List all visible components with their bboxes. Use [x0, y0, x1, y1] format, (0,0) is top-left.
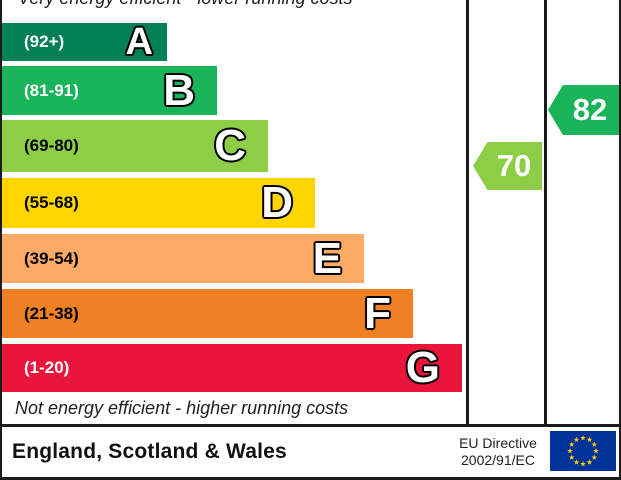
- band-f: (21-38) F: [2, 289, 413, 338]
- band-d: (55-68) D: [2, 178, 315, 228]
- band-c-range-label: (69-80): [24, 136, 79, 155]
- band-e-letter: E: [312, 233, 342, 283]
- potential-rating-arrow: 82: [548, 85, 619, 135]
- band-f-letter: F: [364, 288, 391, 338]
- footer-divider: [2, 424, 619, 427]
- top-caption: Very energy efficient - lower running co…: [18, 0, 353, 9]
- band-e: (39-54) E: [2, 234, 364, 283]
- band-c: (69-80) C: [2, 120, 268, 172]
- band-e-range-label: (39-54): [24, 248, 79, 268]
- potential-column-divider: [544, 0, 547, 427]
- current-column-divider: [466, 0, 469, 427]
- band-b-letter: B: [163, 65, 195, 115]
- band-c-letter: C: [214, 121, 246, 170]
- eu-directive-line2: 2002/91/EC: [461, 452, 535, 468]
- band-g-range-label: (1-20): [24, 358, 70, 377]
- band-f-range-label: (21-38): [24, 303, 79, 323]
- band-a-range-label: (92+): [24, 32, 65, 51]
- band-g-letter: G: [405, 343, 440, 392]
- current-rating-arrow: 70: [473, 142, 542, 190]
- band-g: (1-20) G: [2, 343, 462, 392]
- band-b-range-label: (81-91): [24, 80, 79, 100]
- band-a: (92+) A: [2, 20, 167, 63]
- band-b: (81-91) B: [2, 66, 217, 115]
- eu-directive-line1: EU Directive: [459, 435, 537, 451]
- eu-flag-icon: [550, 431, 616, 471]
- region-label: England, Scotland & Wales: [12, 440, 287, 463]
- footer: England, Scotland & Wales EU Directive 2…: [2, 427, 619, 477]
- current-rating-value: 70: [496, 148, 532, 183]
- band-d-range-label: (55-68): [24, 193, 79, 212]
- bottom-caption: Not energy efficient - higher running co…: [15, 398, 349, 418]
- band-d-letter: D: [261, 178, 293, 227]
- band-a-letter: A: [125, 20, 153, 63]
- potential-rating-value: 82: [572, 92, 608, 127]
- eu-directive-label: EU Directive 2002/91/EC: [450, 427, 546, 477]
